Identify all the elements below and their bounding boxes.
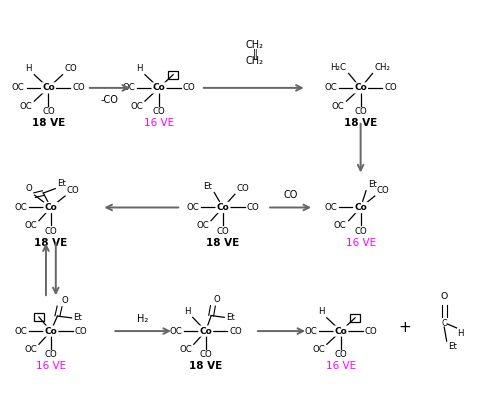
- Text: OC: OC: [324, 203, 337, 212]
- Text: OC: OC: [334, 221, 346, 230]
- Text: CO: CO: [74, 326, 88, 336]
- Text: Co: Co: [44, 326, 57, 336]
- Text: CO: CO: [354, 227, 367, 236]
- Text: H: H: [458, 330, 464, 339]
- Text: CO: CO: [200, 350, 212, 359]
- Text: H: H: [318, 307, 324, 316]
- Text: CO: CO: [376, 186, 390, 195]
- Text: 18 VE: 18 VE: [344, 118, 378, 128]
- Text: O: O: [214, 295, 220, 304]
- Text: C: C: [442, 319, 447, 328]
- Text: Co: Co: [354, 203, 367, 212]
- Text: 16 VE: 16 VE: [144, 118, 174, 128]
- Text: CO: CO: [354, 107, 367, 116]
- Text: OC: OC: [324, 83, 337, 92]
- Text: CO: CO: [72, 83, 85, 92]
- Text: Et: Et: [448, 342, 457, 351]
- Text: Co: Co: [216, 203, 230, 212]
- Bar: [168, 71, 178, 79]
- Text: CO: CO: [237, 184, 250, 193]
- Text: OC: OC: [24, 345, 37, 354]
- Text: Et: Et: [74, 313, 82, 322]
- Text: OC: OC: [312, 345, 325, 354]
- Text: CH₂: CH₂: [246, 56, 264, 66]
- Text: O: O: [440, 292, 448, 301]
- Text: OC: OC: [14, 326, 27, 336]
- Text: CO: CO: [216, 227, 230, 236]
- Text: 18 VE: 18 VE: [34, 238, 68, 248]
- Text: Co: Co: [354, 83, 367, 92]
- Text: CO: CO: [230, 326, 242, 336]
- Text: OC: OC: [12, 83, 24, 92]
- Text: CO: CO: [64, 64, 78, 73]
- Text: CO: CO: [44, 227, 57, 236]
- Text: OC: OC: [304, 326, 318, 336]
- Text: Et: Et: [368, 180, 377, 189]
- Text: H₂: H₂: [137, 314, 148, 324]
- Text: Co: Co: [44, 203, 57, 212]
- Text: O: O: [26, 184, 32, 193]
- Text: CO: CO: [182, 83, 196, 92]
- Text: Co: Co: [152, 83, 166, 92]
- Text: Co: Co: [334, 326, 347, 336]
- Text: O: O: [61, 296, 68, 305]
- Text: OC: OC: [332, 102, 344, 111]
- Text: CO: CO: [152, 107, 166, 116]
- Text: OC: OC: [179, 345, 192, 354]
- Text: +: +: [398, 319, 411, 335]
- Text: OC: OC: [196, 221, 209, 230]
- Text: H: H: [26, 64, 32, 73]
- Bar: [34, 313, 44, 321]
- Text: CH₂: CH₂: [246, 40, 264, 50]
- Text: OC: OC: [122, 83, 136, 92]
- Text: CO: CO: [44, 350, 57, 359]
- Text: CO: CO: [334, 350, 347, 359]
- Bar: [350, 314, 360, 322]
- Text: OC: OC: [14, 203, 27, 212]
- Text: -CO: -CO: [101, 95, 119, 105]
- Text: Co: Co: [42, 83, 55, 92]
- Text: 18 VE: 18 VE: [32, 118, 65, 128]
- Text: Co: Co: [200, 326, 212, 336]
- Text: Et: Et: [57, 179, 66, 188]
- Text: OC: OC: [24, 221, 37, 230]
- Text: H₂C: H₂C: [330, 63, 346, 72]
- Text: Et: Et: [203, 182, 212, 191]
- Text: 18 VE: 18 VE: [206, 238, 240, 248]
- Text: 16 VE: 16 VE: [36, 361, 66, 372]
- Text: CO: CO: [364, 326, 378, 336]
- Text: CO: CO: [284, 190, 298, 200]
- Text: OC: OC: [130, 102, 143, 111]
- Text: ‖: ‖: [252, 48, 258, 59]
- Text: CO: CO: [67, 186, 80, 195]
- Text: Et: Et: [226, 313, 235, 322]
- Text: 18 VE: 18 VE: [189, 361, 222, 372]
- Text: OC: OC: [170, 326, 182, 336]
- Text: H: H: [136, 64, 142, 73]
- Text: H: H: [184, 307, 190, 316]
- Text: 16 VE: 16 VE: [346, 238, 376, 248]
- Text: 16 VE: 16 VE: [326, 361, 356, 372]
- Text: CO: CO: [246, 203, 260, 212]
- Text: OC: OC: [20, 102, 32, 111]
- Text: CO: CO: [42, 107, 55, 116]
- Text: CH₂: CH₂: [374, 63, 390, 72]
- Text: OC: OC: [186, 203, 200, 212]
- Text: CO: CO: [384, 83, 397, 92]
